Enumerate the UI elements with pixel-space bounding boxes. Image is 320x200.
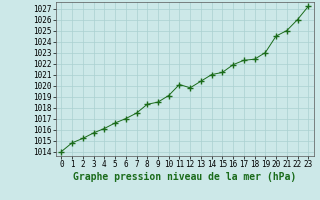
X-axis label: Graphe pression niveau de la mer (hPa): Graphe pression niveau de la mer (hPa) <box>73 172 296 182</box>
